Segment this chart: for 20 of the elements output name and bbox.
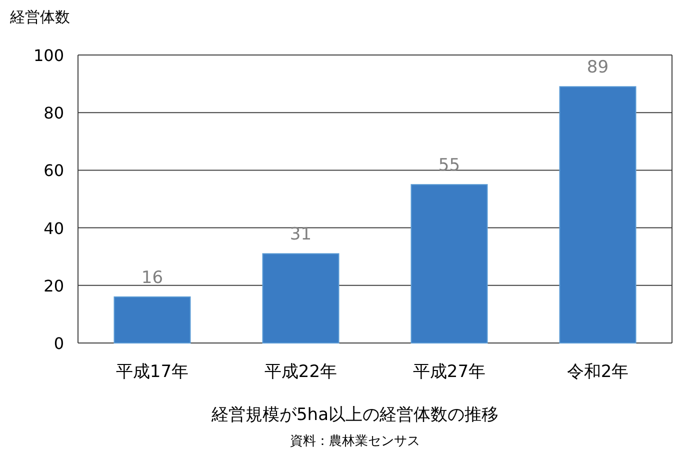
x-tick-label: 平成27年 <box>412 362 486 382</box>
data-label: 89 <box>586 58 609 78</box>
text: 経営規模が5ha以上の経営体数の推移 <box>210 405 499 425</box>
x-tick-label: 平成22年 <box>264 362 338 382</box>
bar <box>559 86 636 344</box>
y-tick-label: 80 <box>44 104 64 123</box>
bar <box>410 184 488 344</box>
y-tick-label: 20 <box>44 276 64 296</box>
y-tick-label: 100 <box>33 46 64 65</box>
text: 資料：農林業センサス <box>290 434 420 449</box>
data-label: 31 <box>290 224 312 245</box>
y-tick-label: 0 <box>54 334 64 353</box>
bar <box>262 253 340 344</box>
y-tick-label: 40 <box>44 218 64 238</box>
bar <box>114 296 191 344</box>
x-tick-label: 令和2年 <box>566 362 629 382</box>
x-tick-label: 平成17年 <box>116 362 189 382</box>
data-label: 16 <box>141 268 164 288</box>
y-tick-label: 60 <box>44 161 64 180</box>
y-axis-title: 経営体数 <box>9 8 70 26</box>
